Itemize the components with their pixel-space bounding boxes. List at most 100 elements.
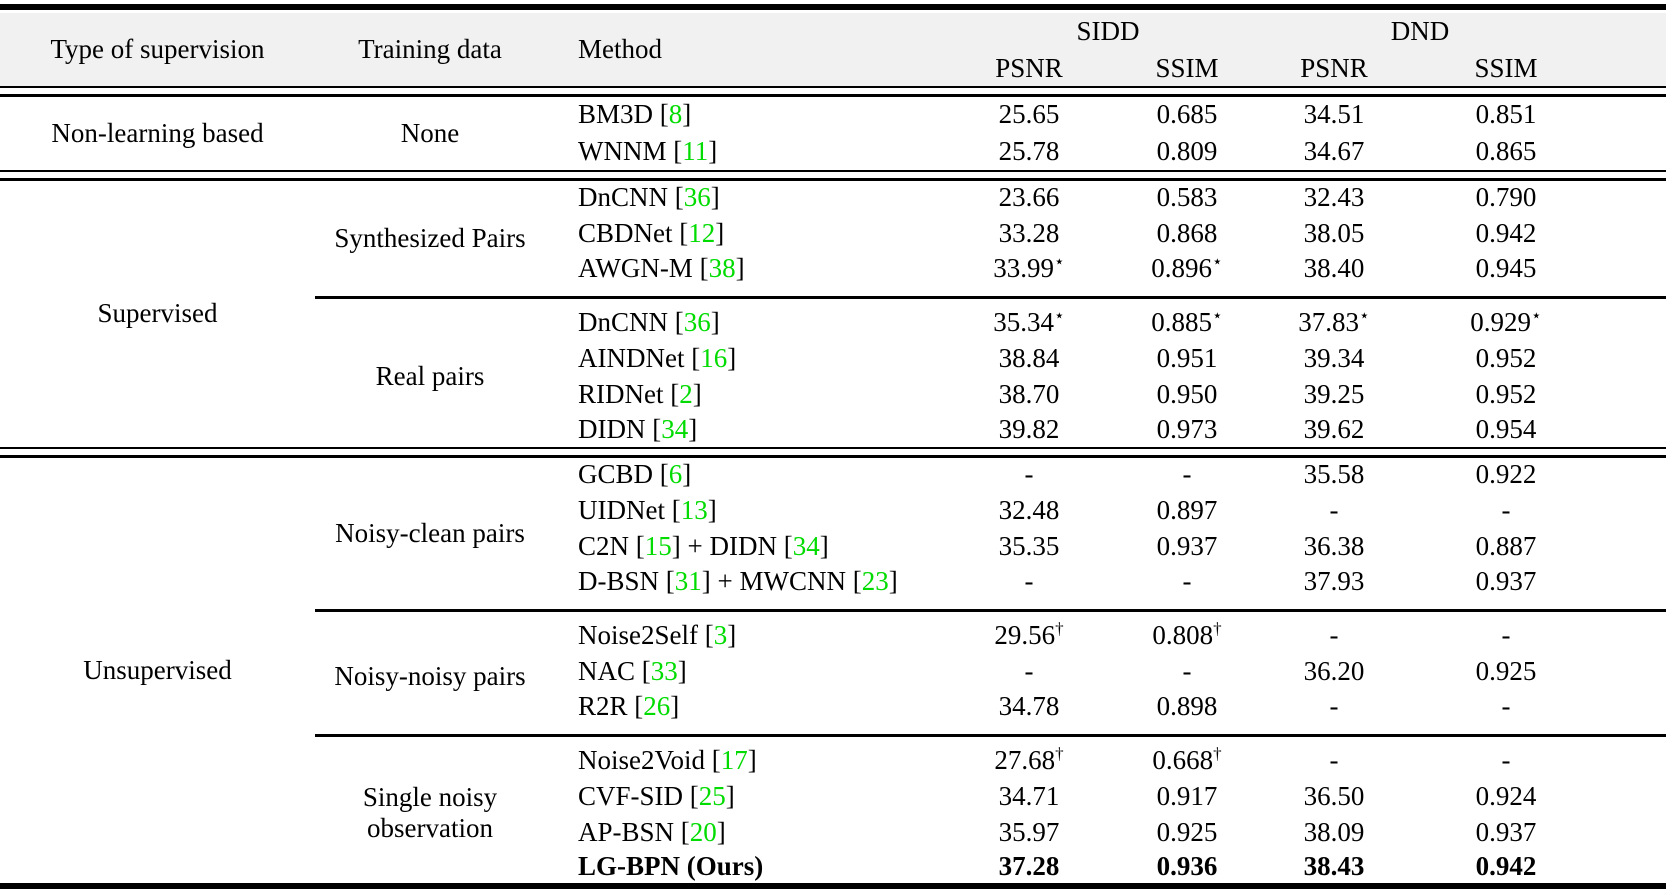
table-row: CBDNet [12] 33.28 0.868 38.05 0.942 bbox=[0, 215, 1666, 251]
table-row: D-BSN [31] + MWCNN [23] - - 37.93 0.937 bbox=[0, 564, 1666, 612]
method-name: DIDN [ bbox=[578, 414, 662, 444]
method-name: ] bbox=[708, 136, 718, 166]
method-cell: UIDNet [13] bbox=[555, 492, 950, 528]
sidd-ssim-value: 0.925 bbox=[1156, 816, 1218, 847]
table-row: UIDNet [13] 32.48 0.897 - - bbox=[0, 492, 1666, 528]
section-non-learning-based: Non-learning based None BM3D [8] 25.65 0… bbox=[0, 95, 1666, 171]
table-row: AP-BSN [20] 35.97 0.925 38.09 0.937 bbox=[0, 814, 1666, 850]
header-row-groups: Type of supervision Training data Method… bbox=[0, 13, 1666, 87]
rule-row bbox=[0, 4, 1666, 13]
double-rule bbox=[0, 86, 1666, 97]
dnd-psnr-value: 39.62 bbox=[1303, 414, 1365, 444]
sidd-ssim-value: 0.868 bbox=[1156, 217, 1218, 248]
sidd-psnr-value: 23.66 bbox=[998, 182, 1060, 213]
citation-number: 20 bbox=[689, 816, 717, 847]
dnd-ssim-value: 0.945 bbox=[1416, 251, 1666, 299]
header-row-metrics: PSNR SSIM PSNR SSIM bbox=[0, 50, 1666, 87]
training-data-cell: Real pairs bbox=[375, 360, 485, 391]
sidd-ssim-value: 0.917 bbox=[1156, 780, 1218, 811]
results-table: Type of supervision Training data Method… bbox=[0, 4, 1666, 892]
dnd-ssim-value: - bbox=[1416, 689, 1666, 737]
dnd-psnr-value: 34.51 bbox=[1303, 99, 1365, 130]
sidd-psnr-value: 35.97 bbox=[998, 816, 1060, 847]
dagger-superscript: † bbox=[1055, 744, 1064, 764]
rule-line bbox=[0, 447, 1666, 458]
method-name: ] bbox=[682, 99, 692, 130]
sidd-ssim-value: 0.973 bbox=[1156, 414, 1218, 444]
method-cell: WNNM [11] bbox=[555, 133, 950, 171]
citation-number: 11 bbox=[682, 136, 709, 166]
header-group-dnd: DND bbox=[1266, 13, 1666, 50]
citation-number: 13 bbox=[680, 494, 708, 525]
sidd-psnr-value: 34.71 bbox=[998, 780, 1060, 811]
dagger-superscript: † bbox=[1213, 619, 1222, 639]
method-name: ] bbox=[692, 378, 702, 409]
citation-number: 3 bbox=[713, 620, 728, 651]
dnd-psnr-value: - bbox=[1329, 745, 1339, 776]
method-name: AWGN-M [ bbox=[578, 252, 709, 283]
method-cell: RIDNet [2] bbox=[555, 376, 950, 412]
method-name: ] bbox=[707, 494, 717, 525]
star-superscript: ⋆ bbox=[1054, 251, 1065, 271]
method-cell: NAC [33] bbox=[555, 653, 950, 689]
value-text: 29.56 bbox=[994, 620, 1056, 651]
dnd-ssim-value: 0.790 bbox=[1475, 182, 1537, 213]
training-line-1: Single noisy bbox=[362, 782, 498, 813]
method-name: ] bbox=[727, 342, 737, 373]
dnd-psnr-value: 36.20 bbox=[1303, 655, 1365, 686]
method-name: ] bbox=[747, 745, 757, 776]
sidd-psnr-value: 33.28 bbox=[998, 217, 1060, 248]
dnd-ssim-value: 0.954 bbox=[1475, 414, 1537, 444]
method-name: ] bbox=[888, 565, 898, 596]
star-superscript: ⋆ bbox=[1212, 251, 1223, 271]
sidd-ssim-value: 0.898 bbox=[1108, 689, 1266, 737]
top-rule bbox=[0, 4, 1666, 13]
method-name: BM3D [ bbox=[578, 99, 669, 130]
table-row: AINDNet [16] 38.84 0.951 39.34 0.952 bbox=[0, 340, 1666, 376]
method-name: R2R [ bbox=[578, 690, 644, 721]
method-name: ] + DIDN [ bbox=[671, 530, 793, 561]
supervision-cell: Non-learning based bbox=[51, 117, 264, 148]
star-superscript: ⋆ bbox=[1054, 306, 1065, 326]
dnd-ssim-value: 0.922 bbox=[1475, 459, 1537, 490]
method-name: Noise2Self [ bbox=[578, 620, 714, 651]
method-cell: BM3D [8] bbox=[555, 95, 950, 133]
citation-number: 23 bbox=[861, 565, 889, 596]
dnd-ssim-value: 0.942 bbox=[1475, 217, 1537, 248]
dnd-psnr-value: 39.25 bbox=[1303, 378, 1365, 409]
method-name: AP-BSN [ bbox=[578, 816, 690, 847]
sidd-ssim-value: 0.583 bbox=[1156, 182, 1218, 213]
dnd-ssim-value: 0.952 bbox=[1475, 378, 1537, 409]
table-row: RIDNet [2] 38.70 0.950 39.25 0.952 bbox=[0, 376, 1666, 412]
sidd-psnr-value: 32.48 bbox=[998, 494, 1060, 525]
method-cell: AP-BSN [20] bbox=[555, 814, 950, 850]
value-text: 0.885 bbox=[1151, 307, 1213, 338]
method-cell: DIDN [34] bbox=[555, 412, 950, 448]
citation-number: 26 bbox=[643, 690, 671, 721]
dnd-psnr-value: 34.67 bbox=[1303, 136, 1365, 166]
header-dnd-psnr: PSNR bbox=[1266, 50, 1416, 87]
value-text: 0.808 bbox=[1152, 620, 1214, 651]
header-method: Method bbox=[555, 13, 950, 87]
sidd-ssim-value: - bbox=[1182, 459, 1192, 490]
method-cell: C2N [15] + DIDN [34] bbox=[555, 528, 950, 564]
citation-number: 2 bbox=[679, 378, 693, 409]
sidd-ssim-value: - bbox=[1108, 564, 1266, 612]
citation-number: 36 bbox=[683, 307, 711, 338]
training-data-cell: None bbox=[400, 117, 460, 148]
method-name: DnCNN [ bbox=[578, 182, 684, 213]
sidd-ssim-value: 0.809 bbox=[1156, 136, 1218, 166]
dnd-ssim-value: 0.924 bbox=[1475, 780, 1537, 811]
table-row: Supervised Synthesized Pairs DnCNN [36] … bbox=[0, 179, 1666, 328]
dnd-psnr-value: 35.58 bbox=[1303, 459, 1365, 490]
dnd-psnr-value: - bbox=[1266, 689, 1416, 737]
dnd-psnr-value: 38.05 bbox=[1303, 217, 1365, 248]
table-header: Type of supervision Training data Method… bbox=[0, 13, 1666, 87]
sidd-ssim-value: 0.808† bbox=[1108, 610, 1266, 653]
method-name: CVF-SID [ bbox=[578, 780, 699, 811]
method-cell: AINDNet [16] bbox=[555, 340, 950, 376]
citation-number: 38 bbox=[708, 252, 736, 283]
dnd-ssim-value: - bbox=[1501, 745, 1511, 776]
citation-number: 31 bbox=[674, 565, 702, 596]
sidd-psnr-value: 29.56† bbox=[950, 610, 1108, 653]
